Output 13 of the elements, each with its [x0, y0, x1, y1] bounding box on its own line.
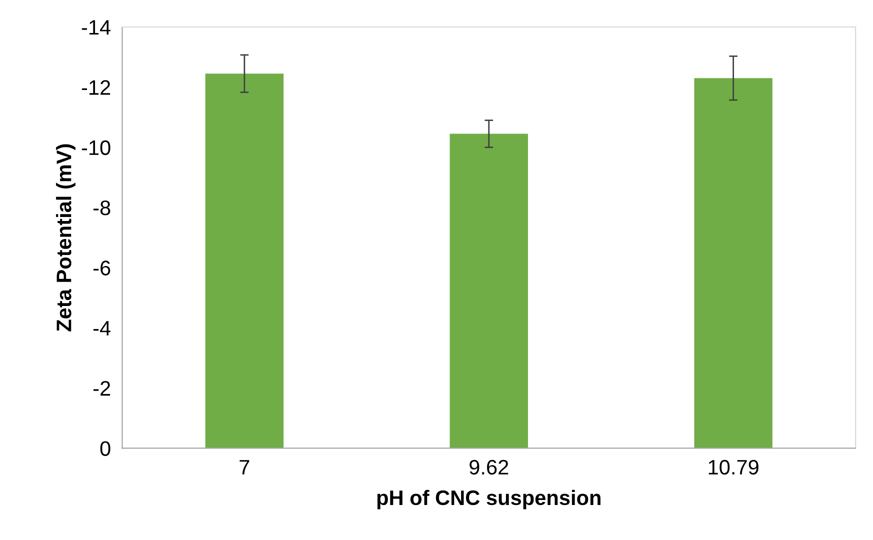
y-tick-label: -8: [94, 200, 110, 216]
y-axis-title: Zeta Potential (mV): [56, 144, 76, 332]
y-tick-label: -4: [94, 321, 110, 336]
y-tick-label: -14: [82, 20, 110, 35]
y-tick-label: -6: [94, 260, 110, 276]
y-tick-label: -10: [82, 140, 110, 156]
x-axis-title: pH of CNC suspension: [377, 490, 600, 510]
y-tick-label: 0: [100, 441, 110, 456]
x-tick-label: 9.62: [470, 460, 508, 475]
x-tick-label: 10.79: [708, 460, 758, 475]
y-tick-label: -2: [94, 381, 110, 396]
y-tick-label: -12: [82, 80, 110, 95]
x-tick-label: 7: [240, 460, 250, 474]
